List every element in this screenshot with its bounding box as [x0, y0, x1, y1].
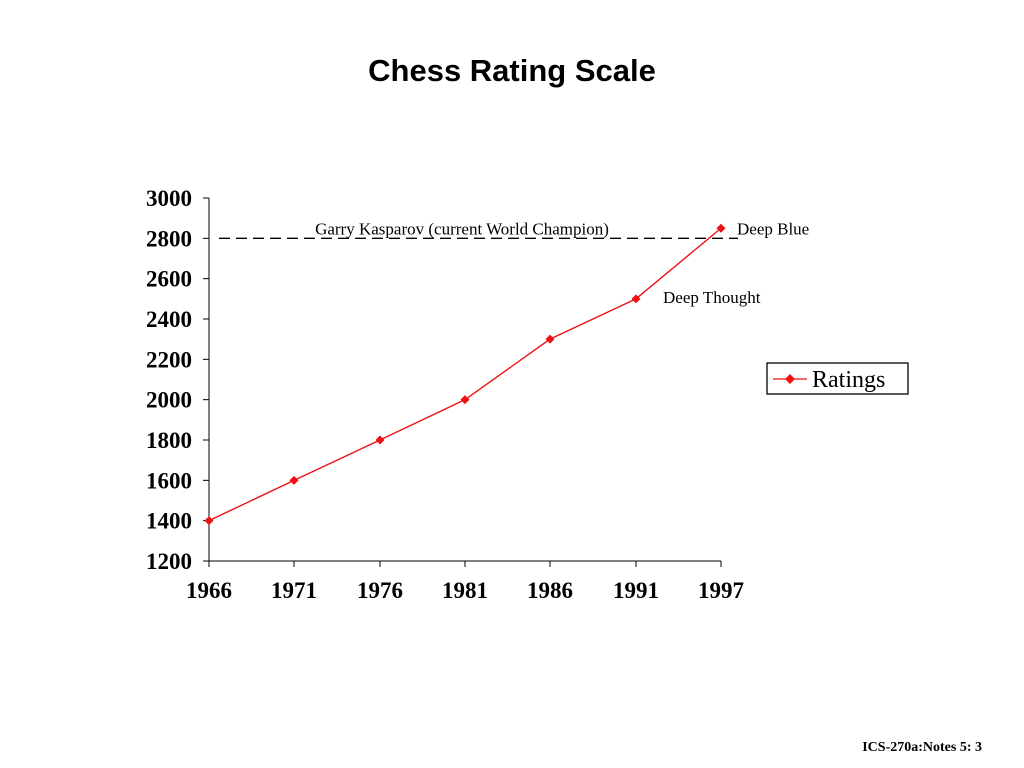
legend-diamond-marker [785, 374, 795, 384]
y-tick-label-2200: 2200 [146, 347, 192, 372]
data-point-1966 [204, 516, 214, 526]
y-axis-ticks: 1200 1400 1600 1800 2000 2200 2400 2600 2800 3000 [146, 186, 209, 574]
legend-label-ratings: Ratings [812, 367, 885, 393]
y-tick-label-1200: 1200 [146, 549, 192, 574]
kasparov-reference-label: Garry Kasparov (current World Champion) [315, 219, 609, 238]
y-tick-label-2600: 2600 [146, 267, 192, 292]
x-axis-ticks: 1966 1971 1976 1981 1986 1991 1997 [186, 561, 744, 603]
x-tick-label-1981: 1981 [442, 578, 488, 603]
x-tick-label-1997: 1997 [698, 578, 744, 603]
y-tick-label-3000: 3000 [146, 186, 192, 211]
data-point-1986 [545, 334, 555, 344]
y-tick-label-2000: 2000 [146, 388, 192, 413]
x-tick-label-1986: 1986 [527, 578, 573, 603]
slide-footer: ICS-270a:Notes 5: 3 [862, 740, 982, 755]
x-tick-label-1976: 1976 [357, 578, 403, 603]
data-point-1981 [460, 395, 470, 405]
series-line-ratings [208, 227, 722, 522]
data-point-1997 [716, 223, 726, 233]
chart-annotations: Deep Blue Deep Thought [663, 219, 809, 307]
annotation-deep-thought: Deep Thought [663, 288, 761, 307]
annotation-deep-blue: Deep Blue [737, 219, 809, 238]
data-point-1976 [375, 435, 385, 445]
y-tick-label-2400: 2400 [146, 307, 192, 332]
legend: Ratings [766, 362, 909, 395]
ratings-series [204, 223, 726, 526]
data-point-1971 [289, 475, 299, 485]
x-tick-label-1971: 1971 [271, 578, 317, 603]
y-tick-label-1600: 1600 [146, 468, 192, 493]
y-tick-label-1400: 1400 [146, 509, 192, 534]
chart-title: Chess Rating Scale [368, 53, 656, 88]
x-tick-label-1991: 1991 [613, 578, 659, 603]
y-tick-label-1800: 1800 [146, 428, 192, 453]
y-tick-label-2800: 2800 [146, 226, 192, 251]
x-tick-label-1966: 1966 [186, 578, 232, 603]
data-point-1991 [631, 294, 641, 304]
